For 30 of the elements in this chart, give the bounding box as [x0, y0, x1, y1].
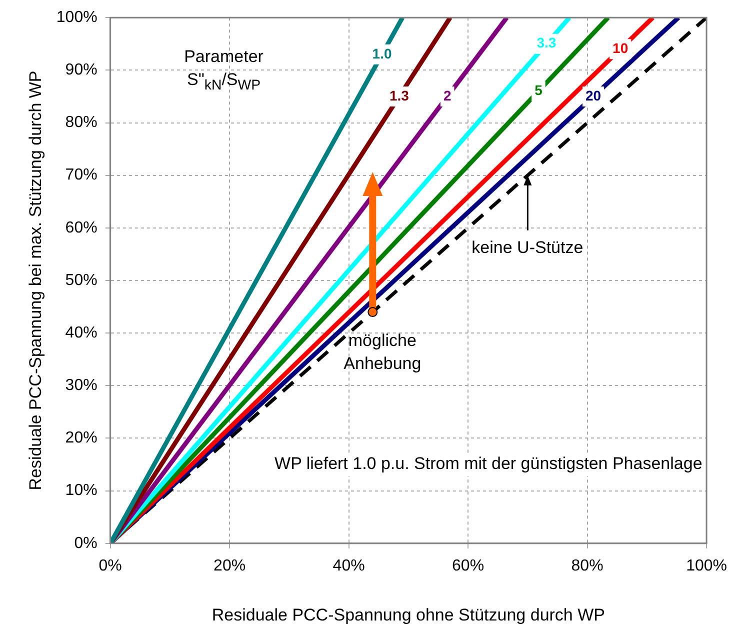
y-tick-label: 60% — [65, 219, 98, 236]
annotation: mögliche Anhebung — [342, 330, 422, 375]
y-axis-title: Residuale PCC-Spannung bei max. Stützung durch WP — [26, 70, 45, 490]
y-tick-label: 20% — [65, 430, 98, 447]
y-tick-label: 80% — [65, 114, 98, 132]
annotation: keine U-Stütze — [470, 237, 586, 260]
series-label: 5 — [534, 82, 543, 98]
series-label: 1.0 — [372, 45, 392, 62]
y-tick-label: 0% — [74, 534, 98, 552]
y-tick-label: 10% — [65, 482, 98, 500]
x-tick-label: 0% — [98, 557, 122, 574]
series-label: 3.3 — [536, 34, 556, 51]
y-tick-label: 40% — [65, 324, 98, 342]
y-tick-label: 50% — [65, 272, 98, 289]
y-tick-label: 70% — [65, 166, 98, 184]
x-tick-label: 60% — [452, 557, 484, 574]
series-label: 2 — [443, 87, 452, 104]
series-label: 20 — [586, 87, 602, 104]
y-tick-label: 90% — [65, 62, 98, 79]
x-axis-title: Residuale PCC-Spannung ohne Stützung durch WP — [212, 605, 605, 624]
series-label: 10 — [612, 40, 628, 56]
x-tick-label: 20% — [214, 557, 246, 574]
annotation: WP liefert 1.0 p.u. Strom mit der günstigsten Phasenlage — [272, 453, 704, 476]
annotation: Parameter S"$_{kN}$/S$_{WP}$ — [183, 46, 264, 95]
series-label: 1.3 — [389, 87, 410, 104]
x-tick-label: 100% — [686, 557, 727, 574]
x-tick-label: 40% — [332, 557, 365, 574]
y-tick-label: 30% — [65, 377, 98, 394]
x-tick-label: 80% — [571, 557, 604, 574]
y-tick-label: 100% — [56, 9, 98, 26]
